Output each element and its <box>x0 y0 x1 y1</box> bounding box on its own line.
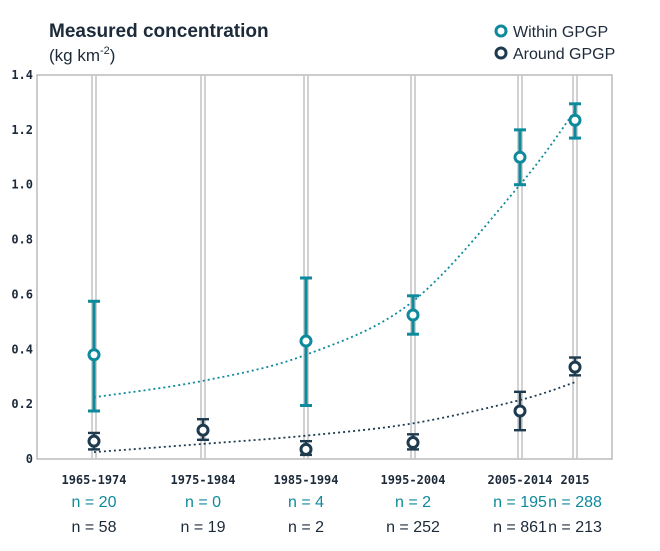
data-point-around <box>513 404 527 418</box>
x-category-label: 1995-2004 <box>380 473 445 487</box>
data-points <box>87 113 582 456</box>
sample-size-within: n = 4 <box>288 494 324 511</box>
y-axis-unit-close: ) <box>110 46 116 65</box>
sample-size-rows: n = 20 n = 0 n = 4 n = 2 n = 195 n = 288 n = 5… <box>72 494 602 536</box>
legend: Within GPGP Around GPGP <box>494 24 615 63</box>
sample-size-around: n = 861 <box>493 519 547 536</box>
legend-marker-within <box>494 24 508 38</box>
trend-lines <box>93 110 576 454</box>
data-point-within <box>299 334 313 348</box>
y-tick-label: 1.4 <box>11 68 33 82</box>
y-tick-label: 0.8 <box>11 233 33 247</box>
error-bars <box>88 102 581 457</box>
sample-size-within: n = 2 <box>395 494 431 511</box>
y-axis-unit: (kg km-2) <box>49 45 115 65</box>
x-category-label: 1965-1974 <box>61 473 126 487</box>
legend-marker-around <box>494 46 508 60</box>
x-category-label: 2005-2014 <box>487 473 552 487</box>
sample-size-around: n = 252 <box>386 519 440 536</box>
x-category-label: 2015 <box>561 473 590 487</box>
legend-label-within: Within GPGP <box>513 24 608 41</box>
grid-lines <box>36 74 613 460</box>
sample-size-around: n = 2 <box>288 519 324 536</box>
sample-size-within: n = 20 <box>72 494 117 511</box>
data-point-within <box>87 348 101 362</box>
y-tick-label: 0.6 <box>11 287 33 301</box>
data-point-within <box>568 113 582 127</box>
data-point-within <box>406 308 420 322</box>
chart-title: Measured concentration <box>49 21 269 42</box>
y-tick-label: 0.4 <box>11 342 33 356</box>
data-point-within <box>513 150 527 164</box>
y-axis-unit-base: (kg km <box>49 46 100 65</box>
trend-line-around <box>93 381 576 454</box>
sample-size-within: n = 195 <box>493 494 547 511</box>
y-tick-label: 0.2 <box>11 397 33 411</box>
data-point-around <box>299 442 313 456</box>
legend-label-around: Around GPGP <box>513 46 615 63</box>
x-category-label: 1985-1994 <box>273 473 338 487</box>
y-tick-label: 0 <box>26 452 33 466</box>
data-point-around <box>406 436 420 450</box>
data-point-around <box>87 434 101 448</box>
sample-size-within: n = 0 <box>185 494 221 511</box>
sample-size-around: n = 19 <box>181 519 226 536</box>
y-tick-label: 1.2 <box>11 123 33 137</box>
sample-size-around: n = 213 <box>548 519 602 536</box>
y-tick-label: 1.0 <box>11 178 33 192</box>
plot-frame <box>36 74 613 460</box>
sample-size-around: n = 58 <box>72 519 117 536</box>
y-axis-ticks: 0 0.2 0.4 0.6 0.8 1.0 1.2 1.4 <box>11 68 33 466</box>
sample-size-within: n = 288 <box>548 494 602 511</box>
trend-line-within <box>93 110 576 399</box>
x-axis-categories: 1965-1974 1975-1984 1985-1994 1995-2004 2005… <box>61 473 589 487</box>
x-category-label: 1975-1984 <box>170 473 235 487</box>
y-axis-unit-exponent: -2 <box>100 45 110 57</box>
data-point-around <box>568 360 582 374</box>
data-point-around <box>196 423 210 437</box>
